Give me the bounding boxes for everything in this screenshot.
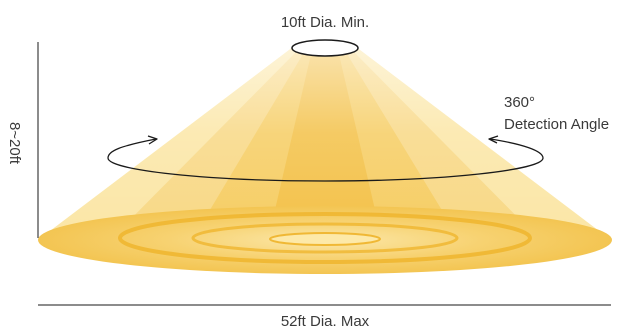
base-ring-2 (191, 222, 459, 254)
rotation-ellipse-back (107, 138, 544, 182)
cone-fade (38, 47, 611, 240)
max-diameter-label: 52ft Dia. Max (281, 313, 370, 330)
detection-angle-caption: Detection Angle (504, 116, 609, 133)
rotation-arrowhead-right (488, 135, 499, 144)
coverage-base (38, 206, 612, 274)
rotation-arrowhead-left (147, 135, 158, 145)
base-ring-3 (269, 232, 381, 246)
rotation-arrow (107, 135, 544, 182)
height-label: 8~20ft (6, 122, 23, 165)
base-ring-1 (118, 212, 532, 264)
detection-angle-value: 360° (504, 94, 535, 111)
detection-cone (38, 47, 611, 240)
sensor-top-ellipse (291, 39, 359, 57)
min-diameter-label: 10ft Dia. Min. (281, 14, 369, 31)
